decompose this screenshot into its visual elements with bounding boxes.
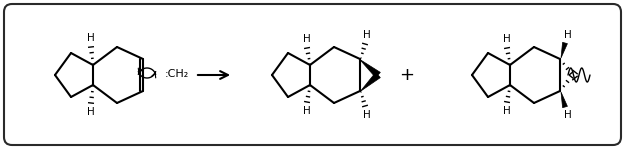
Text: H: H <box>87 33 95 43</box>
Text: H: H <box>564 110 572 120</box>
Text: :CH₂: :CH₂ <box>165 69 189 79</box>
Text: +: + <box>399 66 414 84</box>
Polygon shape <box>561 42 568 58</box>
FancyBboxPatch shape <box>4 4 621 145</box>
Polygon shape <box>359 59 381 78</box>
Text: H: H <box>363 110 371 120</box>
Text: H: H <box>363 30 371 40</box>
Text: H: H <box>503 106 511 116</box>
Text: H: H <box>564 30 572 40</box>
Text: H: H <box>503 34 511 44</box>
Polygon shape <box>561 92 568 108</box>
Text: H: H <box>303 34 311 44</box>
Text: H: H <box>303 106 311 116</box>
Polygon shape <box>361 72 381 91</box>
Text: H: H <box>87 107 95 117</box>
